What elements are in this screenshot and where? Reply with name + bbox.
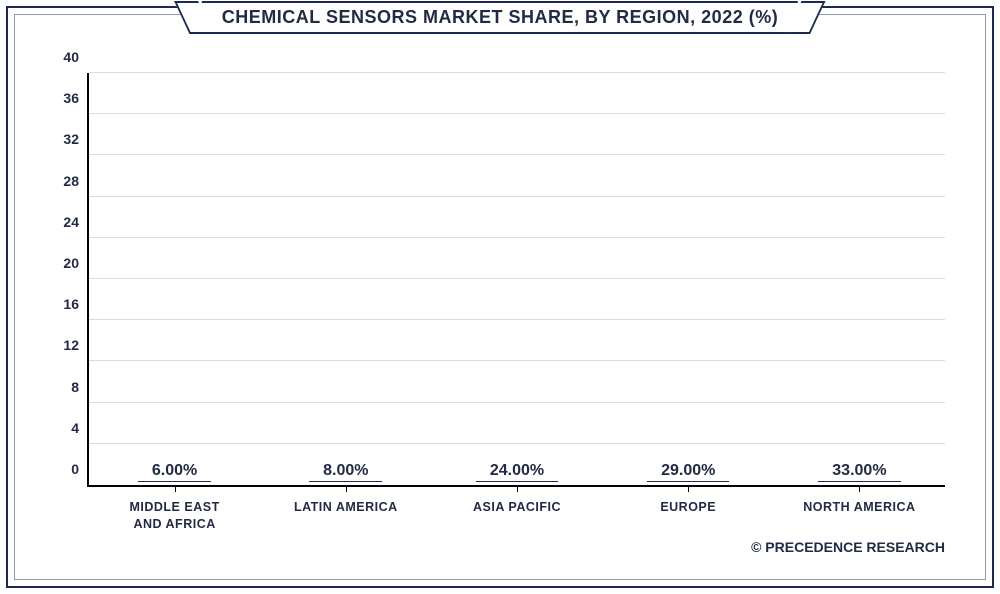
bar-slot: 8.00% <box>260 462 431 485</box>
y-tick-label: 28 <box>63 173 89 189</box>
gridline <box>89 154 945 155</box>
chart-title: CHEMICAL SENSORS MARKET SHARE, BY REGION… <box>222 7 778 27</box>
gridline <box>89 360 945 361</box>
bar-slot: 33.00% <box>774 462 945 485</box>
y-tick-label: 40 <box>63 49 89 65</box>
bar-value-label: 29.00% <box>647 462 729 482</box>
attribution-footer: © PRECEDENCE RESEARCH <box>751 539 945 555</box>
x-tick-label: LATIN AMERICA <box>260 499 431 533</box>
y-tick-label: 24 <box>63 214 89 230</box>
gridline <box>89 237 945 238</box>
ribbon-top-border <box>202 1 798 3</box>
bar-slot: 6.00% <box>89 462 260 485</box>
bar-slot: 24.00% <box>431 462 602 485</box>
gridline <box>89 72 945 73</box>
y-tick-label: 12 <box>63 337 89 353</box>
y-tick-label: 8 <box>71 379 89 395</box>
y-tick-label: 16 <box>63 296 89 312</box>
chart-area: 6.00%8.00%24.00%29.00%33.00% MIDDLE EAST… <box>87 73 945 487</box>
y-tick-label: 0 <box>71 461 89 477</box>
chart-title-ribbon: CHEMICAL SENSORS MARKET SHARE, BY REGION… <box>184 3 816 32</box>
x-axis-labels: MIDDLE EASTAND AFRICALATIN AMERICAASIA P… <box>89 485 945 533</box>
x-tick-mark <box>517 485 518 492</box>
bar-value-label: 6.00% <box>138 462 211 482</box>
gridline <box>89 113 945 114</box>
x-tick-label: ASIA PACIFIC <box>431 499 602 533</box>
y-tick-label: 20 <box>63 255 89 271</box>
gridline <box>89 196 945 197</box>
x-tick-mark <box>346 485 347 492</box>
x-tick-label: NORTH AMERICA <box>774 499 945 533</box>
gridline <box>89 443 945 444</box>
y-tick-label: 4 <box>71 420 89 436</box>
bar-value-label: 33.00% <box>818 462 900 482</box>
bar-value-label: 24.00% <box>476 462 558 482</box>
y-tick-label: 36 <box>63 90 89 106</box>
plot-region: 6.00%8.00%24.00%29.00%33.00% MIDDLE EAST… <box>87 73 945 487</box>
x-tick-label: EUROPE <box>603 499 774 533</box>
y-tick-label: 32 <box>63 131 89 147</box>
x-tick-mark <box>688 485 689 492</box>
gridline <box>89 319 945 320</box>
mid-frame: CHEMICAL SENSORS MARKET SHARE, BY REGION… <box>14 14 986 580</box>
bar-value-label: 8.00% <box>309 462 382 482</box>
bar-group: 6.00% 8.00% 24.00% 29.00% 33.00% <box>89 73 945 485</box>
bar-slot: 29.00% <box>603 462 774 485</box>
x-tick-mark <box>859 485 860 492</box>
x-tick-label: MIDDLE EASTAND AFRICA <box>89 499 260 533</box>
x-tick-mark <box>175 485 176 492</box>
gridline <box>89 278 945 279</box>
ribbon-bottom-border <box>202 32 798 34</box>
gridline <box>89 402 945 403</box>
